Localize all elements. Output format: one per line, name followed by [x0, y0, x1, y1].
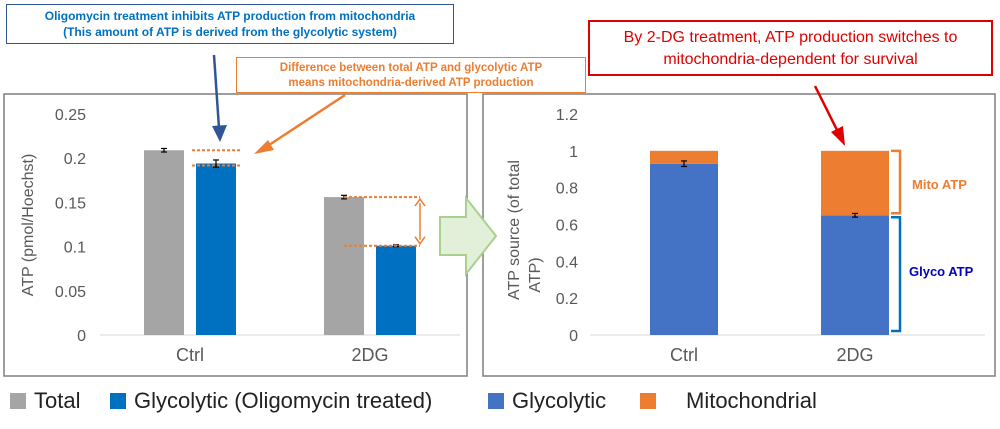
mito-atp-label: Mito ATP: [912, 177, 967, 192]
left-x-tick-label: 2DG: [351, 345, 388, 365]
legend-mitochondrial: Mitochondrial: [640, 387, 817, 415]
left-y-tick-label: 0: [77, 328, 86, 345]
left-bar-glycolytic-ctrl: [196, 163, 236, 335]
left-diff-arrow-head-down: [414, 236, 426, 246]
red-arrow-head: [831, 126, 845, 146]
difference-callout-line2: means mitochondria-derived ATP productio…: [288, 77, 534, 89]
glyco-bracket: [891, 216, 902, 333]
difference-callout: Difference between total ATP and glycoly…: [236, 57, 586, 93]
oligomycin-callout-line2: (This amount of ATP is derived from the …: [63, 25, 397, 39]
right-y-tick-label: 0.8: [556, 181, 578, 198]
blue-arrow-head: [212, 125, 227, 142]
left-y-axis-label: ATP (pmol/Hoechst): [20, 154, 37, 297]
switch-callout-line2: mitochondria-dependent for survival: [663, 51, 918, 68]
switch-callout-line1: By 2-DG treatment, ATP production switch…: [623, 29, 958, 46]
orange-arrow-shaft: [265, 93, 346, 149]
right-bar-glycolytic-ctrl: [650, 163, 718, 335]
orange-arrow-head: [254, 140, 274, 154]
left-bar-total-ctrl: [144, 150, 184, 335]
right-chart-frame: [482, 93, 996, 377]
right-bar-glycolytic-2dg: [821, 215, 889, 335]
legend-mitochondrial-swatch: [640, 393, 656, 409]
left-y-tick-label: 0.25: [55, 107, 86, 124]
right-y-axis-label: ATP source (of total: [506, 160, 523, 300]
left-y-tick-label: 0.05: [55, 284, 86, 301]
right-bar-mitochondrial-2dg: [821, 150, 889, 216]
blue-arrow-shaft: [212, 54, 221, 129]
right-chart: 0 0.2 0.4 0.6 0.8 1 1.2 ATP source (of total Ctr…: [506, 107, 985, 365]
left-y-tick-label: 0.1: [64, 240, 86, 257]
legend-glycolytic-treated-swatch: [110, 393, 126, 409]
legend-glycolytic-treated-label: Glycolytic (Oligomycin treated): [134, 388, 433, 413]
legend-total-swatch: [10, 393, 26, 409]
right-y-tick-label: 1: [569, 144, 578, 161]
right-y-axis-label-line2: ATP): [527, 257, 544, 292]
right-x-tick-label: 2DG: [836, 345, 873, 365]
overlays: [212, 54, 845, 277]
legend-glycolytic: Glycolytic: [488, 387, 606, 415]
right-bar-mitochondrial-ctrl: [650, 150, 718, 164]
left-y-tick-label: 0.2: [64, 151, 86, 168]
right-x-tick-label: Ctrl: [670, 345, 698, 365]
left-bar-total-2dg: [324, 197, 364, 335]
right-y-tick-label: 0.6: [556, 218, 578, 235]
switch-callout: By 2-DG treatment, ATP production switch…: [588, 20, 993, 76]
oligomycin-callout: Oligomycin treatment inhibits ATP produc…: [6, 4, 454, 44]
legend-glycolytic-swatch: [488, 393, 504, 409]
legend-glycolytic-label: Glycolytic: [512, 388, 607, 413]
left-chart: 0 0.05 0.1 0.15 0.2 0.25 ATP (pmol/Hoechst) Ctr…: [20, 107, 460, 365]
right-y-tick-label: 0.2: [556, 291, 578, 308]
right-y-tick-label: 0.4: [556, 254, 578, 271]
right-y-tick-label: 0: [569, 328, 578, 345]
left-x-tick-label: Ctrl: [176, 345, 204, 365]
legend-total-label: Total: [34, 388, 81, 413]
left-bar-glycolytic-2dg: [376, 245, 416, 335]
legend-glycolytic-treated: Glycolytic (Oligomycin treated): [110, 387, 432, 415]
legend-total: Total: [10, 387, 80, 415]
left-diff-arrow-head-up: [414, 197, 426, 207]
legend-mitochondrial-label: Mitochondrial: [686, 388, 817, 413]
difference-callout-line1: Difference between total ATP and glycoly…: [279, 62, 543, 74]
red-arrow-shaft: [813, 85, 840, 133]
transition-block-arrow: [439, 195, 498, 277]
mito-bracket: [891, 149, 902, 215]
right-y-tick-label: 1.2: [556, 107, 578, 124]
left-y-tick-label: 0.15: [55, 195, 86, 212]
oligomycin-callout-line1: Oligomycin treatment inhibits ATP produc…: [44, 9, 416, 23]
glyco-atp-label: Glyco ATP: [909, 264, 974, 279]
